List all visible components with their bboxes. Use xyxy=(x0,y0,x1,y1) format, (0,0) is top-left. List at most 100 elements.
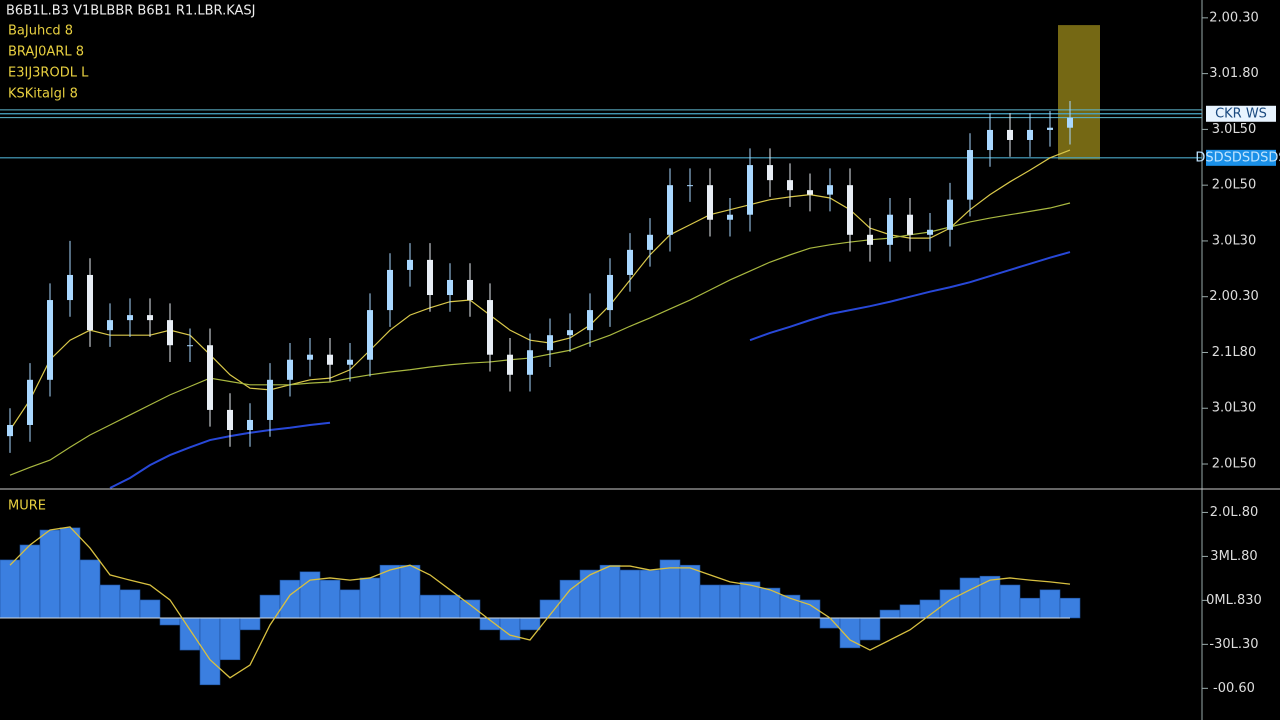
histogram-bar xyxy=(899,604,921,619)
candle-body xyxy=(767,165,773,181)
candle-body xyxy=(127,315,133,321)
candle-body xyxy=(547,335,553,351)
histogram-bar xyxy=(139,599,161,619)
candle-body xyxy=(247,419,253,430)
y-tick-label: 2.1L80 xyxy=(1212,345,1256,360)
level-label: DSDSDSDSDS xyxy=(1195,150,1280,165)
histogram-bar xyxy=(1019,597,1041,619)
candle-body xyxy=(7,424,13,437)
histogram-bar xyxy=(159,617,181,626)
y-tick-label: 2.0L50 xyxy=(1212,178,1256,193)
candle-body xyxy=(647,234,653,250)
indicator-label: BRAJ0ARL 8 xyxy=(8,45,84,60)
candle-body xyxy=(1047,127,1053,130)
histogram-bar xyxy=(679,564,701,619)
candle-body xyxy=(787,180,793,191)
candle-body xyxy=(867,234,873,245)
candle-body xyxy=(167,320,173,346)
histogram-bar xyxy=(199,617,221,686)
panel-title: MURE xyxy=(8,499,46,514)
candle-body xyxy=(1007,129,1013,140)
histogram-bar xyxy=(319,579,341,619)
y-tick-label: -30L.30 xyxy=(1209,637,1258,652)
candle-body xyxy=(887,214,893,245)
series-line xyxy=(109,251,1071,489)
histogram-bar xyxy=(879,609,901,619)
candle-body xyxy=(367,310,373,360)
series-line xyxy=(9,526,1071,679)
candle-body xyxy=(187,345,193,347)
histogram-bar xyxy=(599,564,621,619)
candle-body xyxy=(507,354,513,375)
histogram-bar xyxy=(939,589,961,619)
candle-body xyxy=(427,259,433,296)
indicator-label: BaJuhcd 8 xyxy=(8,24,73,39)
candle-body xyxy=(567,330,573,336)
histogram-bar xyxy=(619,569,641,619)
candle-body xyxy=(407,259,413,270)
histogram-bar xyxy=(59,527,81,619)
histogram-bar xyxy=(299,571,321,619)
y-tick-label: 3.0L30 xyxy=(1212,401,1256,416)
candle-body xyxy=(467,279,473,301)
histogram-bar xyxy=(19,544,41,619)
candle-body xyxy=(47,300,53,380)
histogram-bar xyxy=(0,559,21,619)
histogram-bar xyxy=(579,569,601,619)
indicator-label: E3IJ3RODL L xyxy=(8,66,89,81)
histogram-bar xyxy=(459,599,481,619)
candle-body xyxy=(327,354,333,365)
histogram-bar xyxy=(39,529,61,619)
level-tag xyxy=(1206,149,1276,166)
histogram-bar xyxy=(219,617,241,661)
candle-body xyxy=(147,315,153,321)
histogram-bar xyxy=(419,594,441,619)
candle-body xyxy=(287,359,293,380)
candle-body xyxy=(727,214,733,220)
candle-body xyxy=(827,185,833,195)
candle-body xyxy=(387,269,393,311)
candle-body xyxy=(707,185,713,220)
candle-body xyxy=(987,129,993,151)
candle-body xyxy=(927,229,933,235)
candle-body xyxy=(1027,129,1033,140)
candle-body xyxy=(607,274,613,311)
y-tick-label: 3.01.80 xyxy=(1209,66,1259,81)
candle-body xyxy=(627,249,633,275)
candle-body xyxy=(347,359,353,365)
y-tick-label: -00.60 xyxy=(1213,681,1255,696)
histogram-bar xyxy=(719,584,741,619)
level-label: CKR WS xyxy=(1215,106,1267,121)
histogram-bar xyxy=(339,589,361,619)
candle-body xyxy=(87,274,93,331)
histogram-bar xyxy=(279,579,301,619)
candle-body xyxy=(207,345,213,410)
candle-body xyxy=(947,199,953,230)
histogram-bar xyxy=(119,589,141,619)
histogram-bar xyxy=(439,594,461,619)
histogram-bar xyxy=(1039,589,1061,619)
candle-body xyxy=(447,279,453,296)
y-tick-label: 2.00.30 xyxy=(1209,289,1259,304)
indicator-label: KSKitalgl 8 xyxy=(8,87,78,102)
histogram-bar xyxy=(639,569,661,619)
level-tag xyxy=(1206,105,1276,122)
candle-body xyxy=(967,150,973,200)
histogram-bar xyxy=(1059,597,1081,619)
histogram-bar xyxy=(979,575,1001,619)
histogram-bar xyxy=(79,559,101,619)
highlight-box xyxy=(1058,25,1100,160)
histogram-bar xyxy=(359,577,381,619)
y-tick-label: 2.0L.80 xyxy=(1210,505,1259,520)
candle-body xyxy=(667,185,673,235)
histogram-bar xyxy=(699,584,721,619)
histogram-bar xyxy=(239,617,261,631)
candle-body xyxy=(107,320,113,331)
candle-body xyxy=(587,310,593,331)
histogram-bar xyxy=(399,564,421,619)
histogram-bar xyxy=(179,617,201,651)
histogram-bar xyxy=(519,617,541,631)
candle-body xyxy=(807,190,813,195)
